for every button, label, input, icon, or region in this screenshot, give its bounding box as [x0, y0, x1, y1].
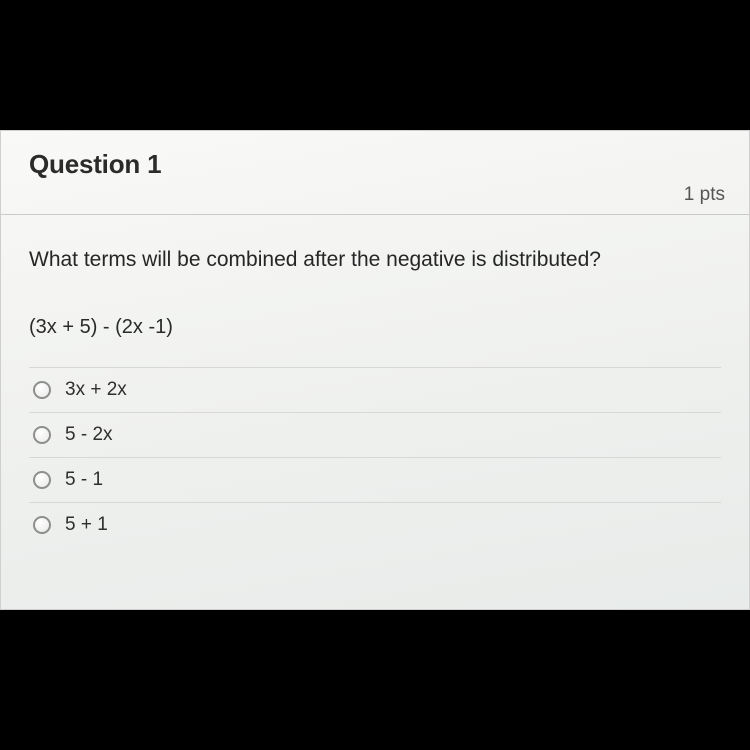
- question-card: Question 1 1 pts What terms will be comb…: [0, 130, 750, 610]
- answer-option-label: 5 - 1: [65, 469, 103, 491]
- question-body: What terms will be combined after the ne…: [1, 215, 749, 547]
- radio-icon[interactable]: [33, 426, 51, 444]
- answer-option-3[interactable]: 5 + 1: [29, 502, 721, 547]
- radio-icon[interactable]: [33, 516, 51, 534]
- radio-icon[interactable]: [33, 381, 51, 399]
- question-header: Question 1: [1, 131, 749, 180]
- answer-option-label: 5 - 2x: [65, 424, 113, 446]
- question-title: Question 1: [29, 149, 161, 180]
- answer-option-1[interactable]: 5 - 2x: [29, 412, 721, 457]
- answer-options: 3x + 2x 5 - 2x 5 - 1 5 + 1: [29, 367, 721, 547]
- answer-option-label: 5 + 1: [65, 514, 108, 536]
- question-expression: (3x + 5) - (2x -1): [29, 316, 721, 339]
- question-points: 1 pts: [684, 184, 725, 205]
- answer-option-label: 3x + 2x: [65, 379, 127, 401]
- answer-option-0[interactable]: 3x + 2x: [29, 367, 721, 412]
- radio-icon[interactable]: [33, 471, 51, 489]
- points-row: 1 pts: [1, 180, 749, 215]
- question-prompt: What terms will be combined after the ne…: [29, 245, 721, 274]
- answer-option-2[interactable]: 5 - 1: [29, 457, 721, 502]
